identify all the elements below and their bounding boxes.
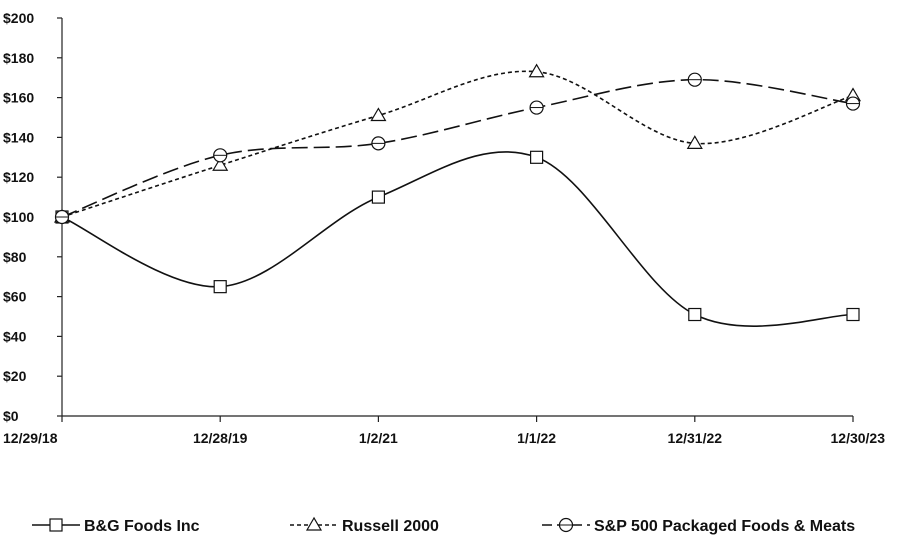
data-point bbox=[688, 307, 702, 322]
x-tick-label: 1/1/22 bbox=[517, 430, 556, 446]
legend-label: Russell 2000 bbox=[342, 518, 439, 535]
y-tick-label: $100 bbox=[3, 209, 34, 225]
legend-marker bbox=[558, 517, 574, 533]
data-point bbox=[371, 136, 386, 151]
data-point bbox=[687, 72, 702, 87]
series-line bbox=[61, 78, 854, 218]
data-point bbox=[846, 307, 860, 322]
series-2 bbox=[54, 72, 861, 225]
legend: B&G Foods Inc Russell 2000 S&P 500 Package… bbox=[32, 516, 855, 535]
legend-label: B&G Foods Inc bbox=[84, 518, 200, 535]
series-1 bbox=[53, 63, 862, 223]
y-tick-label: $200 bbox=[3, 10, 34, 26]
data-point bbox=[529, 100, 544, 115]
series-line bbox=[61, 70, 854, 218]
data-point bbox=[528, 63, 545, 78]
x-tick-label: 12/29/18 bbox=[3, 430, 58, 446]
legend-item: S&P 500 Packaged Foods & Meats bbox=[542, 517, 855, 535]
data-point bbox=[370, 107, 387, 122]
series-0 bbox=[55, 150, 860, 327]
y-tick-label: $20 bbox=[3, 368, 27, 384]
legend-label: S&P 500 Packaged Foods & Meats bbox=[594, 518, 855, 535]
legend-marker bbox=[49, 518, 63, 532]
x-axis-ticks: 12/29/18 12/28/19 1/2/21 1/1/22 12/31/22 12/3… bbox=[3, 416, 885, 446]
y-tick-label: $160 bbox=[3, 90, 34, 106]
x-tick-label: 12/28/19 bbox=[193, 430, 248, 446]
legend-item: Russell 2000 bbox=[290, 516, 439, 535]
y-tick-label: $60 bbox=[3, 289, 27, 305]
y-axis-ticks: $0 $20 $40 $60 $80 $100 $120 $140 $160 $180 $200 bbox=[3, 10, 62, 424]
legend-marker bbox=[305, 516, 323, 531]
data-point bbox=[686, 135, 703, 149]
data-point bbox=[212, 157, 229, 171]
y-tick-label: $40 bbox=[3, 328, 27, 344]
y-tick-label: $120 bbox=[3, 169, 34, 185]
x-tick-label: 12/31/22 bbox=[668, 430, 723, 446]
x-tick-label: 1/2/21 bbox=[359, 430, 398, 446]
data-point bbox=[213, 148, 228, 163]
series-line bbox=[61, 151, 854, 327]
x-tick-label: 12/30/23 bbox=[831, 430, 886, 446]
data-point bbox=[371, 190, 385, 204]
series-layer bbox=[53, 63, 862, 327]
data-point bbox=[213, 280, 227, 294]
y-tick-label: $0 bbox=[3, 408, 19, 424]
y-tick-label: $80 bbox=[3, 249, 27, 265]
y-tick-label: $180 bbox=[3, 50, 34, 66]
legend-item: B&G Foods Inc bbox=[32, 518, 200, 535]
data-point bbox=[845, 96, 861, 111]
data-point bbox=[529, 150, 544, 164]
data-point bbox=[54, 209, 70, 225]
y-tick-label: $140 bbox=[3, 129, 34, 145]
